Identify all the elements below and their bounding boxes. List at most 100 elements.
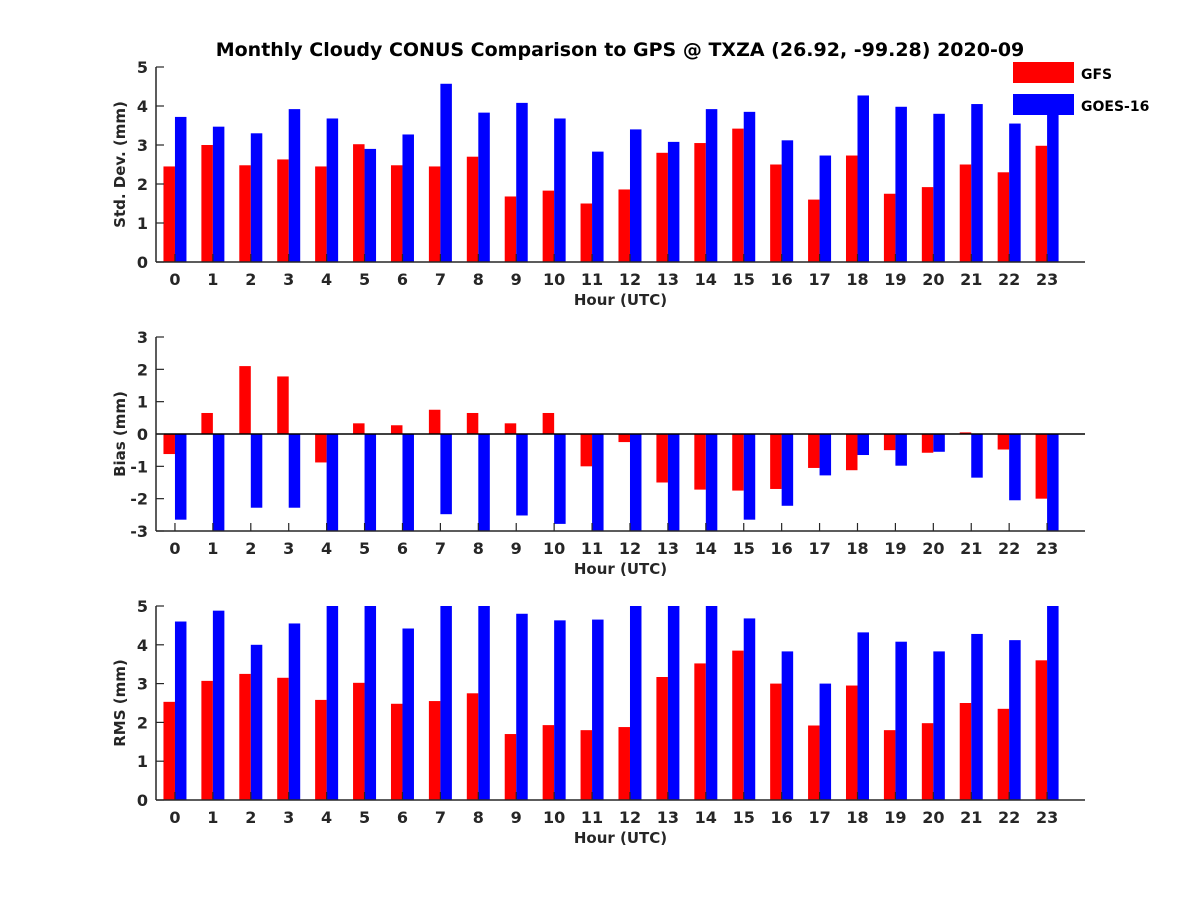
x-tick-label-bias: 7: [435, 539, 446, 558]
x-tick-label-bias: 2: [245, 539, 256, 558]
bar-bias-goes16-10: [554, 434, 566, 524]
bar-bias-goes16-2: [250, 434, 263, 508]
bar-bias-goes16-14: [705, 434, 718, 531]
legend: GFS GOES-16: [1013, 62, 1149, 115]
bar-bias-gfs-8: [466, 412, 479, 434]
x-axis-label-rms: Hour (UTC): [574, 829, 667, 847]
bar-bias-gfs-4: [315, 434, 327, 463]
figure-title: Monthly Cloudy CONUS Comparison to GPS @…: [216, 39, 1025, 61]
bar-std-dev-goes16-5: [364, 148, 377, 262]
x-tick-label-bias: 15: [733, 539, 755, 558]
bar-rms-gfs-17: [808, 725, 820, 800]
bar-bias-goes16-5: [364, 434, 377, 531]
bar-std-dev-goes16-16: [781, 140, 794, 262]
x-tick-label-bias: 1: [207, 539, 218, 558]
bar-std-dev-gfs-0: [163, 166, 175, 262]
y-tick-label-std-dev: 3: [137, 136, 148, 155]
y-tick-label-rms: 1: [137, 752, 148, 771]
bar-rms-goes16-20: [933, 651, 945, 800]
bar-rms-goes16-1: [212, 610, 225, 800]
x-tick-label-rms: 3: [283, 808, 294, 827]
bar-std-dev-goes16-15: [743, 111, 756, 262]
x-tick-label-rms: 9: [511, 808, 522, 827]
x-tick-label-std-dev: 0: [169, 270, 180, 289]
bar-std-dev-goes16-21: [971, 104, 983, 262]
x-tick-label-rms: 22: [998, 808, 1020, 827]
bar-rms-gfs-2: [239, 673, 251, 800]
bar-std-dev-goes16-12: [629, 129, 642, 262]
x-tick-label-bias: 11: [581, 539, 603, 558]
bar-std-dev-gfs-11: [580, 203, 593, 262]
x-tick-label-rms: 14: [695, 808, 717, 827]
bar-std-dev-gfs-7: [428, 166, 441, 262]
bar-std-dev-gfs-10: [542, 190, 555, 262]
bar-bias-goes16-23: [1047, 434, 1059, 531]
bar-rms-goes16-14: [705, 606, 718, 800]
x-tick-label-bias: 23: [1036, 539, 1058, 558]
bar-rms-gfs-3: [277, 677, 289, 800]
bar-bias-goes16-1: [212, 434, 225, 531]
bar-rms-goes16-13: [667, 606, 680, 800]
bar-bias-goes16-12: [629, 434, 642, 531]
x-tick-label-std-dev: 4: [321, 270, 332, 289]
x-tick-label-rms: 2: [245, 808, 256, 827]
x-tick-label-bias: 4: [321, 539, 332, 558]
x-tick-label-bias: 13: [657, 539, 679, 558]
bar-bias-gfs-5: [353, 423, 365, 434]
x-tick-label-std-dev: 21: [960, 270, 982, 289]
bar-bias-gfs-20: [921, 434, 934, 453]
bar-rms-gfs-1: [201, 680, 213, 800]
x-tick-label-bias: 21: [960, 539, 982, 558]
bar-rms-goes16-16: [781, 651, 794, 800]
bar-rms-gfs-5: [353, 682, 365, 800]
bar-bias-goes16-16: [781, 434, 794, 506]
x-tick-label-std-dev: 16: [771, 270, 793, 289]
legend-label-goes16: GOES-16: [1081, 99, 1149, 115]
bar-bias-gfs-23: [1035, 434, 1048, 499]
bar-std-dev-gfs-12: [618, 189, 630, 262]
bar-rms-gfs-12: [618, 727, 630, 800]
bar-std-dev-goes16-1: [212, 126, 225, 262]
x-tick-label-std-dev: 11: [581, 270, 603, 289]
y-tick-label-rms: 5: [137, 597, 148, 616]
bar-rms-goes16-6: [402, 628, 414, 800]
x-tick-label-std-dev: 7: [435, 270, 446, 289]
bar-std-dev-goes16-13: [667, 141, 680, 262]
x-tick-label-rms: 8: [473, 808, 484, 827]
x-tick-label-rms: 5: [359, 808, 370, 827]
bar-bias-gfs-22: [997, 434, 1010, 450]
bar-rms-gfs-15: [732, 650, 744, 800]
bar-rms-goes16-3: [288, 623, 301, 800]
x-tick-label-bias: 17: [808, 539, 830, 558]
bar-rms-gfs-6: [390, 703, 403, 800]
bar-bias-gfs-7: [428, 409, 441, 434]
x-tick-label-std-dev: 17: [808, 270, 830, 289]
bar-bias-goes16-11: [592, 434, 604, 531]
bar-rms-goes16-12: [629, 606, 642, 800]
x-tick-label-bias: 5: [359, 539, 370, 558]
bar-bias-goes16-8: [478, 434, 490, 531]
bar-std-dev-gfs-14: [694, 143, 706, 262]
bar-std-dev-gfs-3: [277, 159, 289, 262]
y-tick-label-bias: 2: [137, 360, 148, 379]
x-tick-label-rms: 15: [733, 808, 755, 827]
bar-bias-gfs-3: [277, 376, 289, 434]
bar-rms-goes16-8: [478, 606, 490, 800]
bar-std-dev-gfs-23: [1035, 145, 1048, 262]
bar-std-dev-goes16-22: [1009, 123, 1021, 262]
bar-rms-gfs-18: [845, 685, 858, 800]
x-tick-label-bias: 3: [283, 539, 294, 558]
y-axis-label-std-dev: Std. Dev. (mm): [111, 101, 129, 228]
bar-rms-gfs-11: [580, 730, 593, 800]
bar-rms-goes16-21: [971, 633, 983, 800]
bar-std-dev-goes16-9: [516, 102, 528, 262]
bar-std-dev-goes16-19: [895, 106, 907, 262]
x-tick-label-rms: 1: [207, 808, 218, 827]
x-tick-label-std-dev: 13: [657, 270, 679, 289]
legend-swatch-goes16: [1013, 94, 1074, 115]
x-tick-label-rms: 11: [581, 808, 603, 827]
x-tick-label-std-dev: 10: [543, 270, 565, 289]
bar-bias-goes16-17: [819, 434, 832, 476]
